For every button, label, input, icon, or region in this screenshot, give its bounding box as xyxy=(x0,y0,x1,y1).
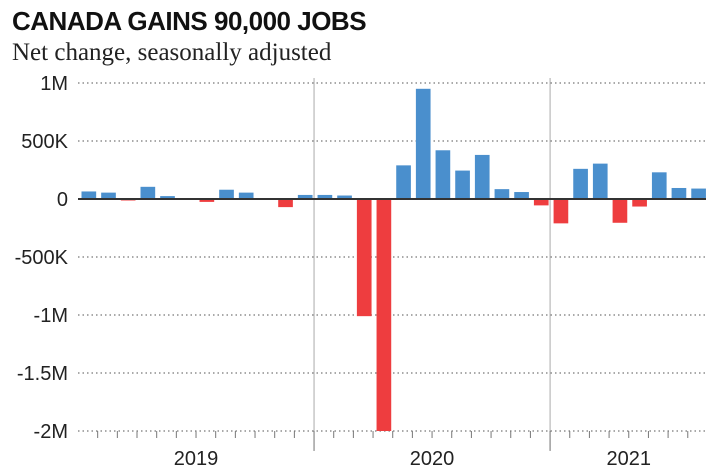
bar-2020-04 xyxy=(376,199,392,431)
chart-subtitle: Net change, seasonally adjusted xyxy=(12,39,332,66)
bar-2019-11 xyxy=(278,199,293,208)
bar-2020-03 xyxy=(356,199,372,317)
bar-2020-06 xyxy=(415,88,431,199)
bar-2020-09 xyxy=(474,154,490,199)
y-tick-label: -500K xyxy=(15,247,69,269)
bar-2021-02 xyxy=(573,168,588,199)
bar-2021-08 xyxy=(691,188,706,199)
bar-2020-10 xyxy=(494,189,510,199)
bar-2021-06 xyxy=(651,172,667,199)
bar-2019-07 xyxy=(199,199,215,202)
year-label: 2021 xyxy=(607,448,652,470)
bar-2020-11 xyxy=(514,192,529,199)
bar-2019-04 xyxy=(140,186,156,199)
year-label: 2020 xyxy=(410,448,455,470)
bar-2021-01 xyxy=(553,199,569,224)
bar-2019-09 xyxy=(238,192,254,199)
bar-2020-05 xyxy=(396,165,411,199)
chart-title: CANADA GAINS 90,000 JOBS xyxy=(12,6,367,36)
bar-2020-08 xyxy=(455,170,470,199)
bar-2021-04 xyxy=(612,199,628,223)
bar-2020-02 xyxy=(337,195,352,199)
bar-2020-01 xyxy=(317,194,333,199)
bar-2019-12 xyxy=(297,194,313,199)
bar-2019-01 xyxy=(81,191,97,199)
bar-2021-05 xyxy=(632,199,647,207)
year-label: 2019 xyxy=(174,448,219,470)
bar-2019-05 xyxy=(160,196,175,199)
y-tick-label: 500K xyxy=(21,131,68,153)
bar-2019-02 xyxy=(101,192,116,199)
bar-2020-12 xyxy=(533,199,549,206)
y-tick-label: 0 xyxy=(57,189,68,211)
y-tick-label: -1M xyxy=(34,305,68,327)
bar-2021-07 xyxy=(671,187,687,199)
bar-2021-03 xyxy=(592,163,608,199)
y-tick-label: -1.5M xyxy=(17,363,68,385)
bar-2019-08 xyxy=(219,189,234,199)
y-tick-label: -2M xyxy=(34,421,68,443)
bar-2020-07 xyxy=(435,150,451,199)
y-tick-label: 1M xyxy=(40,73,68,95)
